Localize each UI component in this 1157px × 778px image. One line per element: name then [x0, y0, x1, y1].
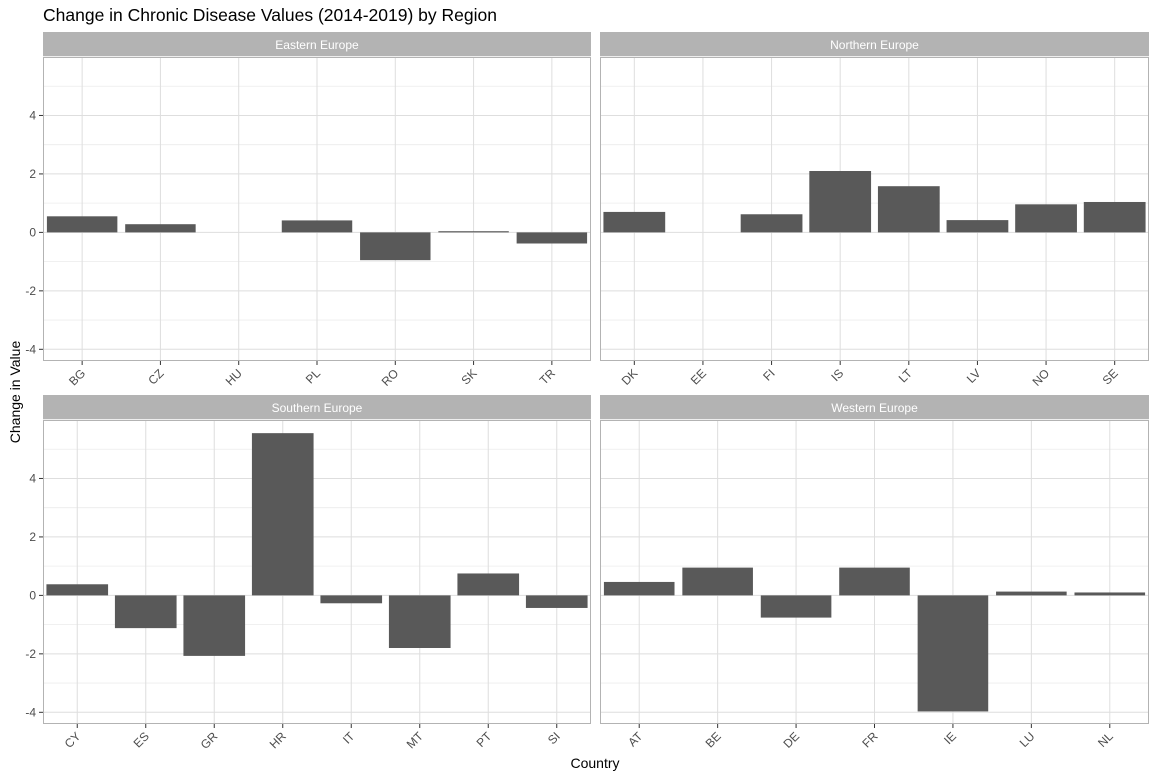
bar-dk [603, 211, 666, 233]
strip-label-southern-europe: Southern Europe [272, 401, 363, 415]
strip-label-northern-europe: Northern Europe [830, 38, 919, 52]
x-tick-label-ee: EE [688, 366, 709, 387]
strip-label-western-europe: Western Europe [831, 401, 918, 415]
panel-southern-europe [43, 420, 591, 724]
bar-fr [839, 567, 910, 596]
y-tick-label: 2 [29, 167, 36, 181]
bar-ro [360, 232, 431, 261]
y-tick-label: -2 [25, 284, 36, 298]
bar-lv [946, 220, 1009, 233]
bar-lu [996, 591, 1067, 596]
y-tick-label: 4 [29, 471, 36, 485]
x-tick-label-be: BE [703, 729, 724, 750]
y-tick-label: 4 [29, 108, 36, 122]
y-tick-label: -4 [25, 342, 36, 356]
strip-eastern-europe [43, 32, 591, 56]
x-tick-label-is: IS [828, 366, 846, 384]
x-tick-label-si: SI [545, 729, 563, 747]
bar-lt [877, 186, 940, 233]
bar-it [320, 595, 383, 604]
x-tick-label-lt: LT [896, 366, 916, 386]
x-tick-label-ie: IE [941, 729, 959, 747]
x-tick-label-se: SE [1100, 366, 1121, 387]
bar-es [114, 595, 177, 629]
x-tick-label-sk: SK [458, 366, 479, 387]
x-tick-label-hu: HU [223, 366, 245, 388]
y-tick-label: 0 [29, 225, 36, 239]
y-tick-label: -2 [25, 647, 36, 661]
x-tick-label-at: AT [625, 729, 646, 750]
x-tick-label-cy: CY [62, 729, 84, 751]
x-tick-label-hr: HR [267, 729, 289, 751]
x-tick-label-pl: PL [303, 366, 324, 387]
x-tick-label-it: IT [340, 729, 358, 747]
x-tick-label-pt: PT [474, 729, 495, 750]
bar-sk [438, 231, 509, 233]
bar-be [682, 567, 753, 596]
x-tick-label-nl: NL [1095, 729, 1116, 750]
y-tick-label: 2 [29, 530, 36, 544]
x-tick-label-no: NO [1030, 366, 1053, 389]
y-tick-label: 0 [29, 588, 36, 602]
strip-label-eastern-europe: Eastern Europe [275, 38, 359, 52]
panel-border-northern-europe [600, 57, 1149, 361]
strip-northern-europe [600, 32, 1149, 56]
bar-is [809, 171, 872, 233]
bar-ie [917, 595, 989, 712]
x-tick-label-tr: TR [537, 366, 558, 387]
bar-bg [46, 216, 118, 233]
bar-pl [281, 220, 353, 233]
bar-cz [125, 224, 196, 233]
panel-border-eastern-europe [43, 57, 591, 361]
x-tick-label-de: DE [781, 729, 803, 751]
panel-border-southern-europe [43, 420, 591, 724]
x-tick-label-cz: CZ [145, 366, 166, 387]
bar-at [603, 581, 675, 596]
x-tick-label-bg: BG [66, 366, 88, 388]
bar-nl [1074, 592, 1146, 596]
chart-title: Change in Chronic Disease Values (2014-2… [43, 5, 497, 25]
bar-no [1015, 204, 1077, 233]
bar-tr [516, 232, 588, 244]
strip-southern-europe [43, 395, 591, 419]
bar-mt [388, 595, 451, 648]
x-tick-label-lv: LV [964, 366, 984, 386]
y-tick-label: -4 [25, 705, 36, 719]
bar-gr [183, 595, 246, 656]
x-tick-label-mt: MT [404, 729, 427, 752]
x-tick-label-gr: GR [198, 729, 221, 752]
panel-border-western-europe [600, 420, 1149, 724]
bar-si [525, 595, 588, 608]
x-tick-label-dk: DK [619, 366, 641, 388]
bar-cy [46, 584, 109, 596]
bar-fi [740, 214, 803, 233]
bar-se [1083, 201, 1146, 233]
bar-de [760, 595, 832, 618]
bar-pt [457, 573, 520, 596]
strip-western-europe [600, 395, 1149, 419]
x-tick-label-ro: RO [379, 366, 402, 389]
x-axis-label: Country [570, 755, 620, 771]
x-tick-label-fr: FR [859, 729, 880, 750]
bar-hr [251, 433, 314, 596]
x-tick-label-fi: FI [760, 366, 777, 383]
x-tick-label-lu: LU [1017, 729, 1038, 750]
x-tick-label-es: ES [131, 729, 152, 750]
